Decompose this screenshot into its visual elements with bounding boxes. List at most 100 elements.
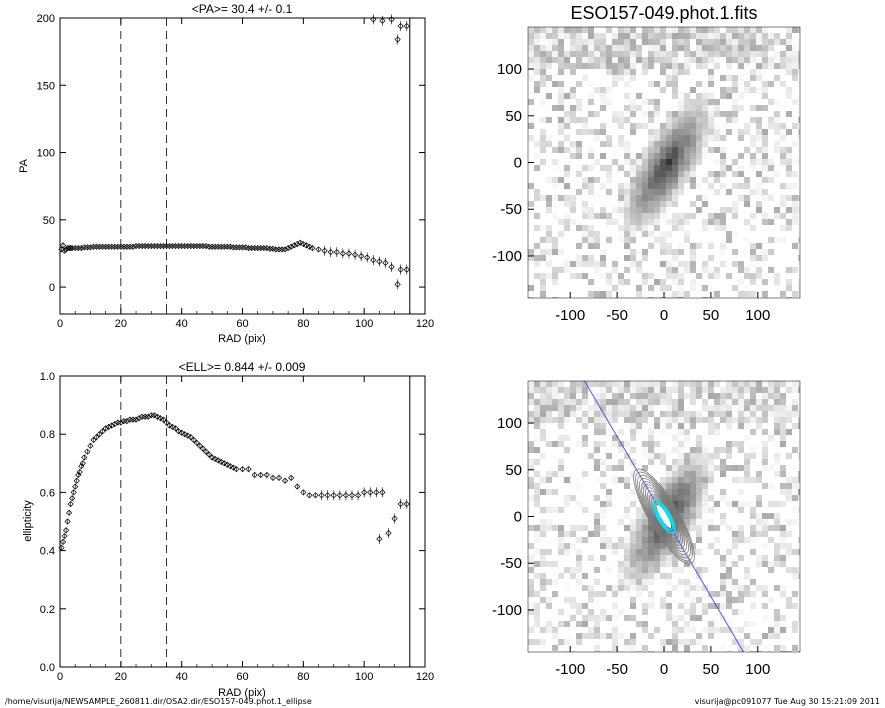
img2-pixel	[612, 495, 618, 501]
img2-pixel	[672, 411, 678, 417]
img1-pixel	[798, 45, 800, 51]
img1-pixel	[624, 165, 630, 171]
img2-pixel	[564, 405, 570, 411]
img1-pixel	[642, 27, 648, 33]
img2-pixel	[684, 435, 690, 441]
img2-pixel	[666, 423, 672, 429]
img1-pixel	[750, 45, 756, 51]
img2-pixel	[636, 459, 642, 465]
img1-pixel	[606, 165, 612, 171]
img1-pixel	[630, 147, 636, 153]
img1-pixel	[684, 285, 690, 291]
img2-pixel	[630, 567, 636, 573]
img2-pixel	[588, 459, 594, 465]
img1-xtick-label: -50	[606, 307, 628, 324]
img2-pixel	[708, 633, 714, 639]
img1-pixel	[612, 135, 618, 141]
img2-pixel	[558, 561, 564, 567]
img2-pixel	[612, 441, 618, 447]
img1-pixel	[588, 219, 594, 225]
img2-pixel	[798, 411, 800, 417]
img2-pixel	[654, 621, 660, 627]
img2-pixel	[780, 531, 786, 537]
ell-data-point	[84, 448, 91, 455]
img2-pixel	[732, 441, 738, 447]
img1-pixel	[774, 165, 780, 171]
img1-pixel	[714, 75, 720, 81]
img2-pixel	[546, 537, 552, 543]
img1-pixel	[690, 69, 696, 75]
img1-pixel	[564, 99, 570, 105]
img1-pixel	[624, 249, 630, 255]
img1-pixel	[732, 207, 738, 213]
img1-pixel	[768, 255, 774, 261]
img2-pixel	[552, 597, 558, 603]
img1-pixel	[642, 129, 648, 135]
img1-pixel	[630, 87, 636, 93]
img1-pixel	[750, 123, 756, 129]
img1-pixel	[588, 195, 594, 201]
img1-pixel	[792, 39, 798, 45]
img1-pixel	[714, 297, 720, 298]
img2-pixel	[684, 639, 690, 645]
img1-pixel	[576, 45, 582, 51]
img2-pixel	[690, 405, 696, 411]
img1-pixel	[708, 45, 714, 51]
img1-pixel	[684, 93, 690, 99]
img2-pixel	[600, 525, 606, 531]
img2-pixel	[756, 597, 762, 603]
img1-pixel	[528, 285, 534, 291]
img2-pixel	[576, 429, 582, 435]
pa-plot: <PA>= 30.4 +/- 0.1 RAD (pix) PA 0 20 40 60 8…	[18, 2, 434, 345]
img1-pixel	[588, 171, 594, 177]
img2-pixel	[540, 423, 546, 429]
img1-pixel	[792, 243, 798, 249]
img2-pixel	[528, 555, 534, 561]
img2-pixel	[642, 513, 648, 519]
img1-pixel	[738, 225, 744, 231]
img2-pixel	[576, 603, 582, 609]
img1-pixel	[756, 45, 762, 51]
img2-pixel	[762, 495, 768, 501]
img1-pixel	[552, 135, 558, 141]
img1-pixel	[684, 123, 690, 129]
img2-pixel	[600, 645, 606, 651]
img1-pixel	[654, 147, 660, 153]
img2-pixel	[582, 429, 588, 435]
img1-pixel	[540, 225, 546, 231]
pa-data-point	[309, 244, 316, 252]
img2-pixel	[594, 579, 600, 585]
img1-pixel	[738, 159, 744, 165]
img2-pixel	[726, 645, 732, 651]
img1-pixel	[666, 249, 672, 255]
img1-pixel	[774, 69, 780, 75]
img1-pixel	[594, 243, 600, 249]
img1-pixel	[528, 117, 534, 123]
img1-pixel	[618, 279, 624, 285]
img2-pixel	[558, 471, 564, 477]
img1-pixel	[582, 63, 588, 69]
img2-pixel	[744, 603, 750, 609]
img2-pixel	[648, 633, 654, 639]
img1-pixel	[612, 177, 618, 183]
img1-pixel	[660, 39, 666, 45]
img1-pixel	[678, 69, 684, 75]
img2-pixel	[600, 555, 606, 561]
img1-pixel	[720, 249, 726, 255]
ell-data-point	[117, 419, 124, 426]
img2-pixel	[732, 387, 738, 393]
img2-pixel	[618, 387, 624, 393]
img1-pixel	[552, 297, 558, 298]
img1-pixel	[696, 255, 702, 261]
ell-data-point	[193, 439, 200, 447]
img2-pixel	[534, 573, 540, 579]
img2-pixel	[576, 567, 582, 573]
img1-pixel	[618, 207, 624, 213]
img1-pixel	[570, 219, 576, 225]
img1-pixel	[738, 111, 744, 117]
img2-pixel	[636, 483, 642, 489]
img2-pixel	[768, 567, 774, 573]
img2-pixel	[612, 465, 618, 471]
img1-pixel	[786, 111, 792, 117]
img1-pixel	[744, 213, 750, 219]
